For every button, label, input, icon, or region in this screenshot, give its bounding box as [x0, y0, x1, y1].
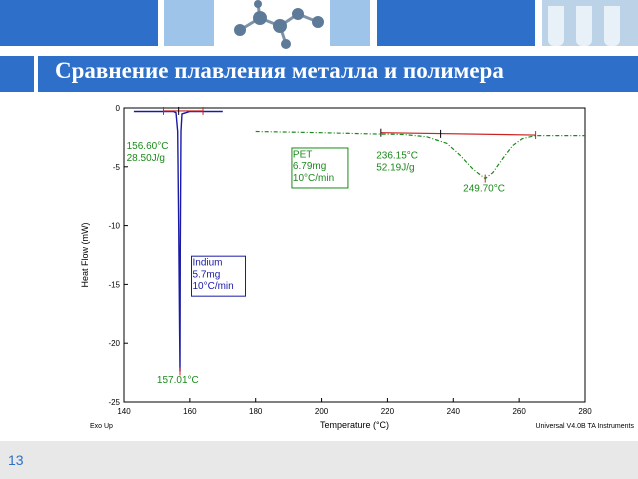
header-banner [0, 0, 638, 52]
y-tick-label: -10 [108, 222, 120, 231]
annotation-label: 10°C/min [192, 281, 233, 292]
x-tick-label: 180 [249, 407, 263, 416]
annotation-label: 5.7mg [192, 269, 220, 280]
x-axis-label: Temperature (°C) [320, 420, 389, 430]
x-tick-label: 280 [578, 407, 592, 416]
annotation-label: 157.01°C [157, 375, 199, 386]
page-number: 13 [8, 452, 24, 468]
y-tick-label: -20 [108, 339, 120, 348]
plot-area [123, 107, 586, 403]
pet-baseline [380, 132, 536, 136]
x-tick-label: 260 [512, 407, 526, 416]
indium-info-box [191, 255, 247, 297]
y-tick-label: -25 [108, 398, 120, 407]
x-tick-label: 200 [315, 407, 329, 416]
annotation-label: PET [293, 149, 312, 160]
annotation-label: 236.15°C [376, 151, 418, 162]
banner-block [164, 0, 214, 46]
annotation-label: 52.19J/g [376, 162, 414, 173]
annotation-label: 156.60°C [127, 141, 169, 152]
instrument-label: Universal V4.0B TA Instruments [535, 423, 634, 430]
dsc-chart: 140 160 180 200 220 240 260 280 0 -5 -10 -15 -20 -25… [80, 104, 634, 430]
y-tick-label: -15 [108, 280, 120, 289]
y-tick-label: -5 [113, 163, 121, 172]
slide-title: Сравнение плавления металла и полимера [55, 58, 504, 83]
x-tick-label: 160 [183, 407, 197, 416]
annotation-label: 10°C/min [293, 173, 334, 184]
banner-block [377, 0, 535, 46]
annotation-label: Indium [192, 258, 222, 269]
pet-info-box [291, 147, 349, 189]
annotation-label: 28.50J/g [127, 153, 165, 164]
title-accent [0, 56, 34, 92]
banner-block [330, 0, 370, 46]
x-tick-label: 140 [117, 407, 131, 416]
annotation-label: 6.79mg [293, 161, 326, 172]
molecule-icon [234, 0, 324, 49]
y-tick-label: 0 [116, 104, 121, 113]
x-tick-label: 240 [447, 407, 461, 416]
x-tick-label: 220 [381, 407, 395, 416]
footer-bar [0, 441, 638, 479]
title-bar [38, 56, 638, 92]
banner-block [0, 0, 158, 46]
y-axis-label: Heat Flow (mW) [80, 222, 90, 287]
annotation-label: 249.70°C [463, 183, 505, 194]
exo-up-label: Exo Up [90, 423, 113, 430]
lab-glassware-image [542, 0, 638, 46]
pet-curve [255, 130, 585, 180]
